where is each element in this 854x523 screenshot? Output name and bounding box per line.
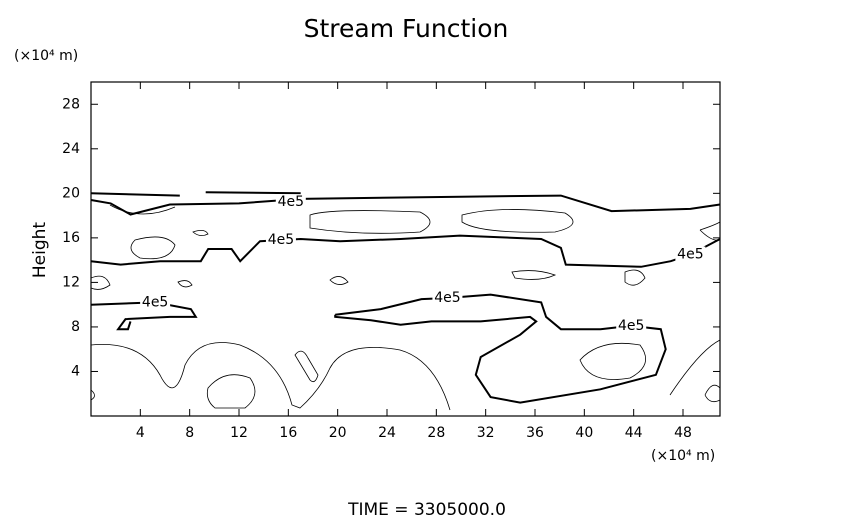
x-tick-label: 28: [427, 425, 445, 441]
x-tick-label: 4: [136, 425, 145, 441]
x-tick-label: 12: [230, 425, 248, 441]
thin-contours: [90, 204, 721, 411]
contour-label-bg: [275, 194, 306, 211]
contour-label-bg: [140, 294, 171, 311]
contour-label: 4e5: [434, 290, 460, 306]
contour-line: [511, 270, 557, 280]
contour-line: [90, 275, 111, 290]
contour-line: [669, 339, 721, 396]
y-tick-label: 4: [71, 363, 80, 379]
y-tick-label: 24: [62, 141, 80, 157]
x-tick-label: 40: [575, 425, 593, 441]
contour-line: [329, 276, 349, 285]
x-tick-label: 48: [674, 425, 692, 441]
y-unit-label: (×10⁴ m): [14, 48, 78, 64]
x-tick-label: 8: [185, 425, 194, 441]
contour-line: [704, 384, 721, 403]
chart-title: Stream Function: [304, 14, 509, 43]
contour-line: [334, 293, 667, 404]
contour-line: [192, 230, 209, 236]
contour-line: [294, 350, 319, 383]
contour-line: [461, 209, 574, 233]
x-tick-label: 24: [378, 425, 396, 441]
contour-label: 4e5: [677, 247, 703, 263]
x-tick-label: 32: [477, 425, 495, 441]
y-axis-label: Height: [30, 222, 50, 279]
contour-label: 4e5: [268, 232, 294, 248]
contour-line: [206, 374, 256, 409]
plot-frame: [90, 81, 721, 417]
x-tick-label: 20: [329, 425, 347, 441]
contour-label-bg: [616, 317, 647, 334]
y-tick-label: 8: [71, 319, 80, 335]
contour-line: [90, 342, 451, 411]
contour-label-bg: [675, 246, 706, 263]
x-tick-label: 16: [279, 425, 297, 441]
contour-line: [177, 280, 193, 288]
contour-label: 4e5: [618, 318, 644, 334]
contour-line: [90, 234, 721, 268]
contour-line: [130, 236, 176, 260]
x-tick-label: 44: [625, 425, 643, 441]
y-tick-label: 16: [62, 230, 80, 246]
contour-label: 4e5: [142, 294, 168, 310]
contour-line: [579, 342, 647, 380]
contour-label: 4e5: [278, 194, 304, 210]
contour-line: [109, 204, 176, 215]
contour-label-bg: [432, 289, 463, 306]
x-tick-label: 36: [526, 425, 544, 441]
time-label: TIME = 3305000.0: [347, 500, 506, 519]
contour-label-bg: [265, 232, 296, 249]
x-unit-label: (×10⁴ m): [651, 448, 715, 464]
y-tick-label: 28: [62, 96, 80, 112]
contour-line: [90, 192, 180, 197]
contour-line: [309, 210, 431, 234]
y-tick-label: 20: [62, 185, 80, 201]
y-tick-label: 12: [62, 274, 80, 290]
contour-line: [624, 269, 646, 286]
contour-line: [205, 191, 301, 195]
contour-line: [90, 389, 95, 401]
